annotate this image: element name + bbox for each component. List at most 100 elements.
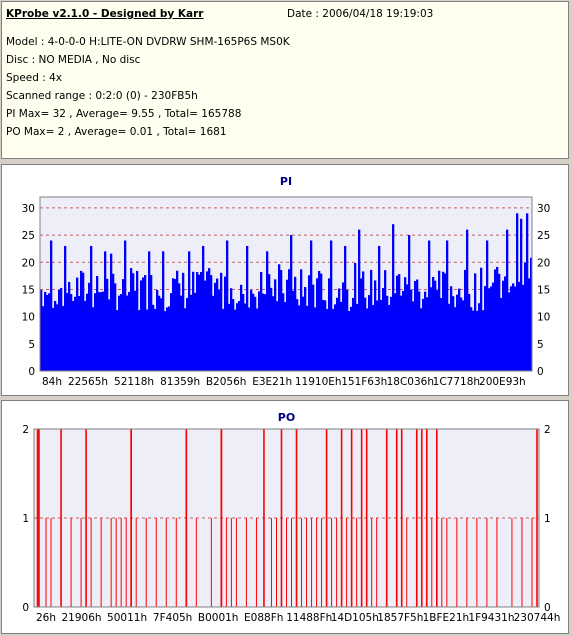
pi-bar: [484, 286, 487, 371]
pi-bar: [178, 283, 181, 371]
disc-line: Disc : NO MEDIA , No disc: [6, 54, 141, 66]
pi-bar: [428, 240, 431, 371]
app-title: KProbe v2.1.0 - Designed by Karr: [6, 8, 204, 20]
pi-bar: [408, 235, 411, 371]
pi-bar: [50, 240, 53, 371]
pi-y-tick-left: 0: [28, 366, 35, 378]
pi-bar: [240, 284, 243, 371]
pi-bar: [40, 289, 43, 371]
pi-bar: [58, 289, 61, 371]
pi-bar: [290, 235, 293, 371]
pi-bar: [400, 295, 403, 371]
pi-bar: [52, 307, 55, 371]
pi-bar: [176, 270, 179, 371]
pi-bar: [182, 272, 185, 371]
pi-bar: [390, 296, 393, 371]
pi-bar: [188, 251, 191, 371]
po-y-tick-right: 0: [544, 602, 551, 614]
pi-bar: [64, 245, 67, 371]
po-y-tick-right: 1: [544, 513, 551, 525]
pi-bar: [302, 296, 305, 371]
pi-bar: [174, 279, 177, 371]
pi-bar: [396, 275, 399, 371]
pi-bar: [530, 257, 533, 371]
pi-bar: [46, 294, 49, 371]
pi-bar: [66, 292, 69, 371]
pi-bar: [286, 279, 289, 371]
po-chart-title: PO: [278, 411, 295, 424]
pi-bar: [156, 289, 159, 371]
pi-bar: [184, 308, 187, 371]
pi-bar: [340, 301, 343, 371]
pi-bar: [112, 273, 115, 371]
pi-bar: [518, 281, 521, 371]
pi-bar: [62, 305, 65, 371]
pi-bar: [276, 301, 279, 371]
pi-bar: [212, 295, 215, 371]
pi-bar: [84, 300, 87, 371]
pi-bar: [426, 297, 429, 371]
pi-bar: [246, 245, 249, 371]
pi-bar: [120, 294, 123, 371]
pi-bar: [352, 297, 355, 371]
pi-bar: [376, 300, 379, 371]
pi-bar: [218, 289, 221, 371]
pi-bar: [168, 306, 171, 371]
pi-bar: [502, 280, 505, 371]
pi-bar: [116, 310, 119, 371]
pi-bar: [510, 286, 513, 371]
pi-bar: [210, 275, 213, 371]
pi-bar: [160, 298, 163, 371]
pi-bar: [110, 253, 113, 371]
pi-bar: [450, 286, 453, 371]
po-x-tick-label: 1857F5h: [377, 612, 423, 624]
pi-bar: [154, 308, 157, 371]
pi-bar: [234, 309, 237, 371]
pi-x-tick-label: 22565h: [68, 376, 108, 388]
pi-bar: [388, 304, 391, 371]
po-y-tick-left: 0: [22, 602, 29, 614]
pi-bar: [438, 270, 441, 371]
pi-y-tick-right: 30: [537, 203, 550, 215]
scan-date: Date : 2006/04/18 19:19:03: [287, 8, 434, 20]
pi-bar: [404, 277, 407, 371]
pi-bar: [126, 295, 129, 371]
pi-bar: [44, 291, 47, 371]
pi-bar: [220, 272, 223, 371]
pi-y-tick-right: 5: [537, 339, 544, 351]
pi-bar: [380, 300, 383, 371]
pi-bar: [326, 308, 329, 371]
po-y-tick-left: 2: [22, 424, 29, 436]
pi-bar: [260, 272, 263, 371]
pi-bar: [378, 245, 381, 371]
pi-bar: [106, 278, 109, 371]
pi-bar: [118, 295, 121, 371]
pi-y-tick-left: 15: [22, 284, 35, 296]
pi-bar: [384, 270, 387, 371]
pi-bar: [258, 291, 261, 371]
pi-bar: [296, 299, 299, 371]
pi-bar: [492, 282, 495, 371]
po-x-tick-label: E088Fh: [244, 612, 283, 624]
pi-bar: [194, 292, 197, 371]
pi-bar: [304, 286, 307, 371]
pi-bar: [372, 304, 375, 371]
pi-bar: [494, 269, 497, 371]
pi-bar: [440, 298, 443, 371]
pi-x-tick-label: 151F63h: [341, 376, 387, 388]
pi-bar: [242, 293, 245, 371]
pi-y-tick-right: 0: [537, 366, 544, 378]
pi-bar: [470, 307, 473, 371]
pi-bar: [356, 303, 359, 371]
pi-bar: [96, 275, 99, 371]
pi-x-tick-label: 11910Eh: [295, 376, 342, 388]
pi-bar: [90, 245, 93, 371]
pi-bar: [298, 305, 301, 371]
pi-bar: [462, 300, 465, 371]
po-x-tick-label: 11488Fh: [286, 612, 332, 624]
pi-bar: [280, 270, 283, 371]
pi-bar: [170, 293, 173, 371]
pi-bar: [130, 268, 133, 371]
pi-bar: [338, 288, 341, 371]
pi-bar: [198, 274, 201, 371]
